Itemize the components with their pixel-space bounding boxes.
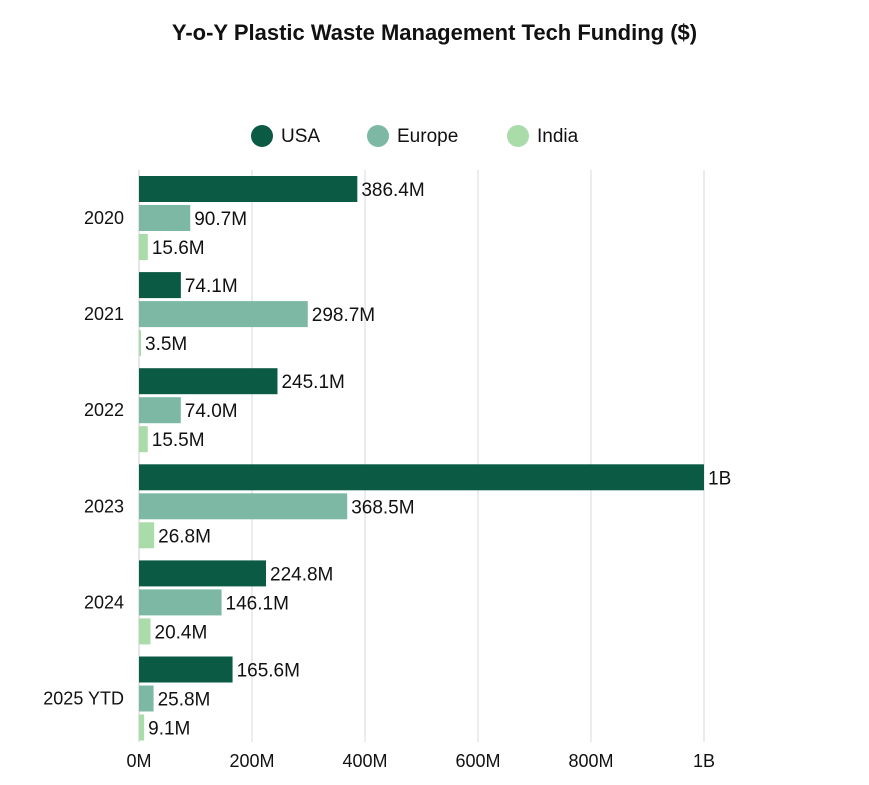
bar-europe — [139, 205, 191, 231]
data-label: 26.8M — [158, 526, 211, 547]
bar-india — [139, 234, 148, 260]
y-tick-label: 2024 — [84, 592, 124, 612]
y-tick-label: 2020 — [84, 208, 124, 228]
bar-india — [139, 714, 145, 741]
bar-usa — [139, 464, 704, 491]
x-tick-label: 800M — [568, 751, 613, 771]
data-label: 298.7M — [312, 305, 375, 326]
legend-marker-india — [507, 125, 529, 147]
x-tick-label: 400M — [342, 751, 387, 771]
data-label: 368.5M — [351, 497, 414, 518]
bar-usa — [139, 176, 358, 202]
y-tick-label: 2022 — [84, 400, 124, 420]
bar-europe — [139, 397, 181, 424]
bar-usa — [139, 656, 233, 683]
data-label: 386.4M — [361, 180, 424, 201]
data-label: 90.7M — [194, 209, 247, 230]
data-label: 74.1M — [185, 276, 238, 297]
legend-label-europe: Europe — [397, 126, 458, 147]
y-tick-label: 2023 — [84, 496, 124, 516]
data-label: 15.6M — [152, 238, 205, 259]
data-label: 165.6M — [237, 661, 300, 682]
x-tick-label: 200M — [229, 751, 274, 771]
data-label: 245.1M — [281, 372, 344, 393]
bar-india — [139, 330, 141, 357]
data-label: 3.5M — [145, 334, 187, 355]
x-tick-label: 0M — [126, 751, 151, 771]
y-tick-label: 2025 YTD — [43, 689, 124, 709]
bar-europe — [139, 589, 222, 616]
data-label: 1B — [708, 468, 731, 489]
y-tick-label: 2021 — [84, 304, 124, 324]
legend-marker-europe — [367, 125, 389, 147]
bar-india — [139, 426, 148, 453]
data-label: 20.4M — [155, 622, 208, 643]
data-label: 74.0M — [185, 401, 238, 422]
data-label: 15.5M — [152, 430, 205, 451]
data-label: 9.1M — [148, 719, 190, 740]
bar-india — [139, 618, 151, 645]
x-tick-label: 1B — [693, 751, 715, 771]
bar-usa — [139, 560, 267, 587]
legend-label-usa: USA — [281, 126, 320, 147]
data-label: 25.8M — [158, 690, 211, 711]
bar-usa — [139, 272, 181, 299]
legend-label-india: India — [537, 126, 579, 147]
legend-marker-usa — [251, 125, 273, 147]
data-label: 146.1M — [226, 593, 289, 614]
bar-india — [139, 522, 155, 549]
chart-title: Y-o-Y Plastic Waste Management Tech Fund… — [171, 20, 698, 45]
bar-europe — [139, 301, 308, 328]
bar-europe — [139, 493, 348, 520]
bar-usa — [139, 368, 278, 395]
bar-europe — [139, 685, 154, 712]
x-tick-label: 600M — [455, 751, 500, 771]
data-label: 224.8M — [270, 564, 333, 585]
